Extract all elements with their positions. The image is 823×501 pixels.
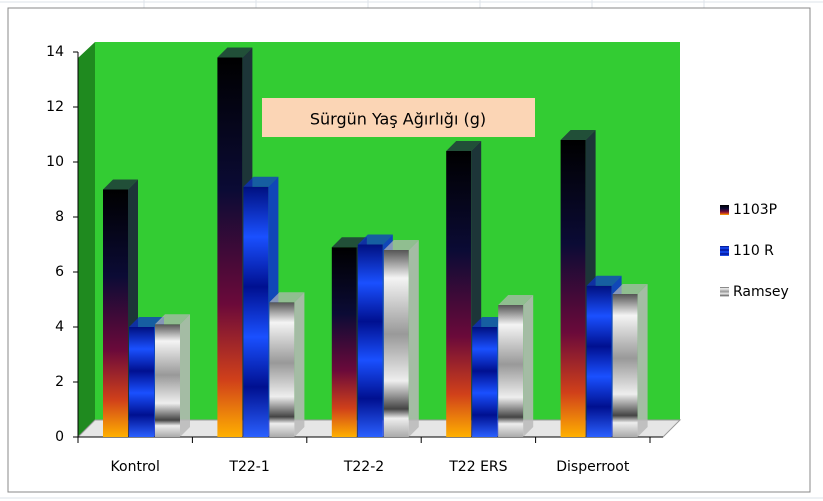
y-tick-label: 0 xyxy=(55,429,64,445)
bar-face xyxy=(586,275,622,286)
bar-face xyxy=(103,189,128,437)
x-tick-label: Disperroot xyxy=(556,459,630,475)
bar-face xyxy=(103,179,138,190)
bar xyxy=(269,292,305,437)
legend-label: 1103P xyxy=(733,202,777,218)
chart-title: Sürgün Yaş Ağırlığı (g) xyxy=(310,110,486,129)
y-tick-label: 4 xyxy=(55,319,64,335)
bar-face xyxy=(269,292,305,303)
x-tick-label: T22-1 xyxy=(228,459,269,475)
bar-face xyxy=(560,130,596,140)
legend-label: 110 R xyxy=(733,243,774,259)
bar-face xyxy=(446,141,482,151)
bar-face xyxy=(331,247,357,437)
bar-face xyxy=(269,302,295,437)
x-tick-label: T22 ERS xyxy=(448,459,507,475)
legend-swatch xyxy=(720,287,729,297)
bar-face xyxy=(217,47,253,58)
y-tick-label: 2 xyxy=(55,374,64,390)
bar-face xyxy=(612,294,638,437)
bar-face xyxy=(243,176,279,187)
bar-face xyxy=(560,140,586,437)
bar-face xyxy=(217,57,243,437)
legend-label: Ramsey xyxy=(733,284,789,300)
bar-face xyxy=(180,314,190,437)
bar-face xyxy=(243,186,269,437)
bar-face xyxy=(155,324,180,437)
y-tick-label: 14 xyxy=(46,44,64,60)
bar-face xyxy=(129,327,154,437)
bar-face xyxy=(498,305,524,437)
bar-face xyxy=(586,285,612,437)
bar-face xyxy=(523,295,534,437)
y-tick-label: 12 xyxy=(46,99,64,115)
y-tick-label: 8 xyxy=(55,209,64,225)
bar-face xyxy=(294,292,305,437)
bar-face xyxy=(383,250,409,437)
bar-face xyxy=(155,314,190,325)
bar-face xyxy=(357,234,393,245)
x-tick-label: Kontrol xyxy=(111,459,160,475)
bar-face xyxy=(612,284,648,294)
y-tick-label: 6 xyxy=(55,264,64,280)
x-tick-label: T22-2 xyxy=(343,459,384,475)
bar-face xyxy=(472,327,498,437)
bar-face xyxy=(357,244,383,437)
side-wall xyxy=(78,42,95,437)
bar xyxy=(155,314,190,437)
y-tick-label: 10 xyxy=(46,154,64,170)
bar xyxy=(612,284,648,437)
bar-face xyxy=(498,295,534,305)
title-box xyxy=(262,98,535,137)
bar xyxy=(498,295,534,437)
bar-face xyxy=(383,240,419,250)
legend-swatch xyxy=(720,246,729,256)
legend-swatch xyxy=(720,205,729,215)
bar-face xyxy=(637,284,648,437)
bar-face xyxy=(446,151,472,437)
bar-face xyxy=(408,240,419,437)
bar xyxy=(383,240,419,437)
